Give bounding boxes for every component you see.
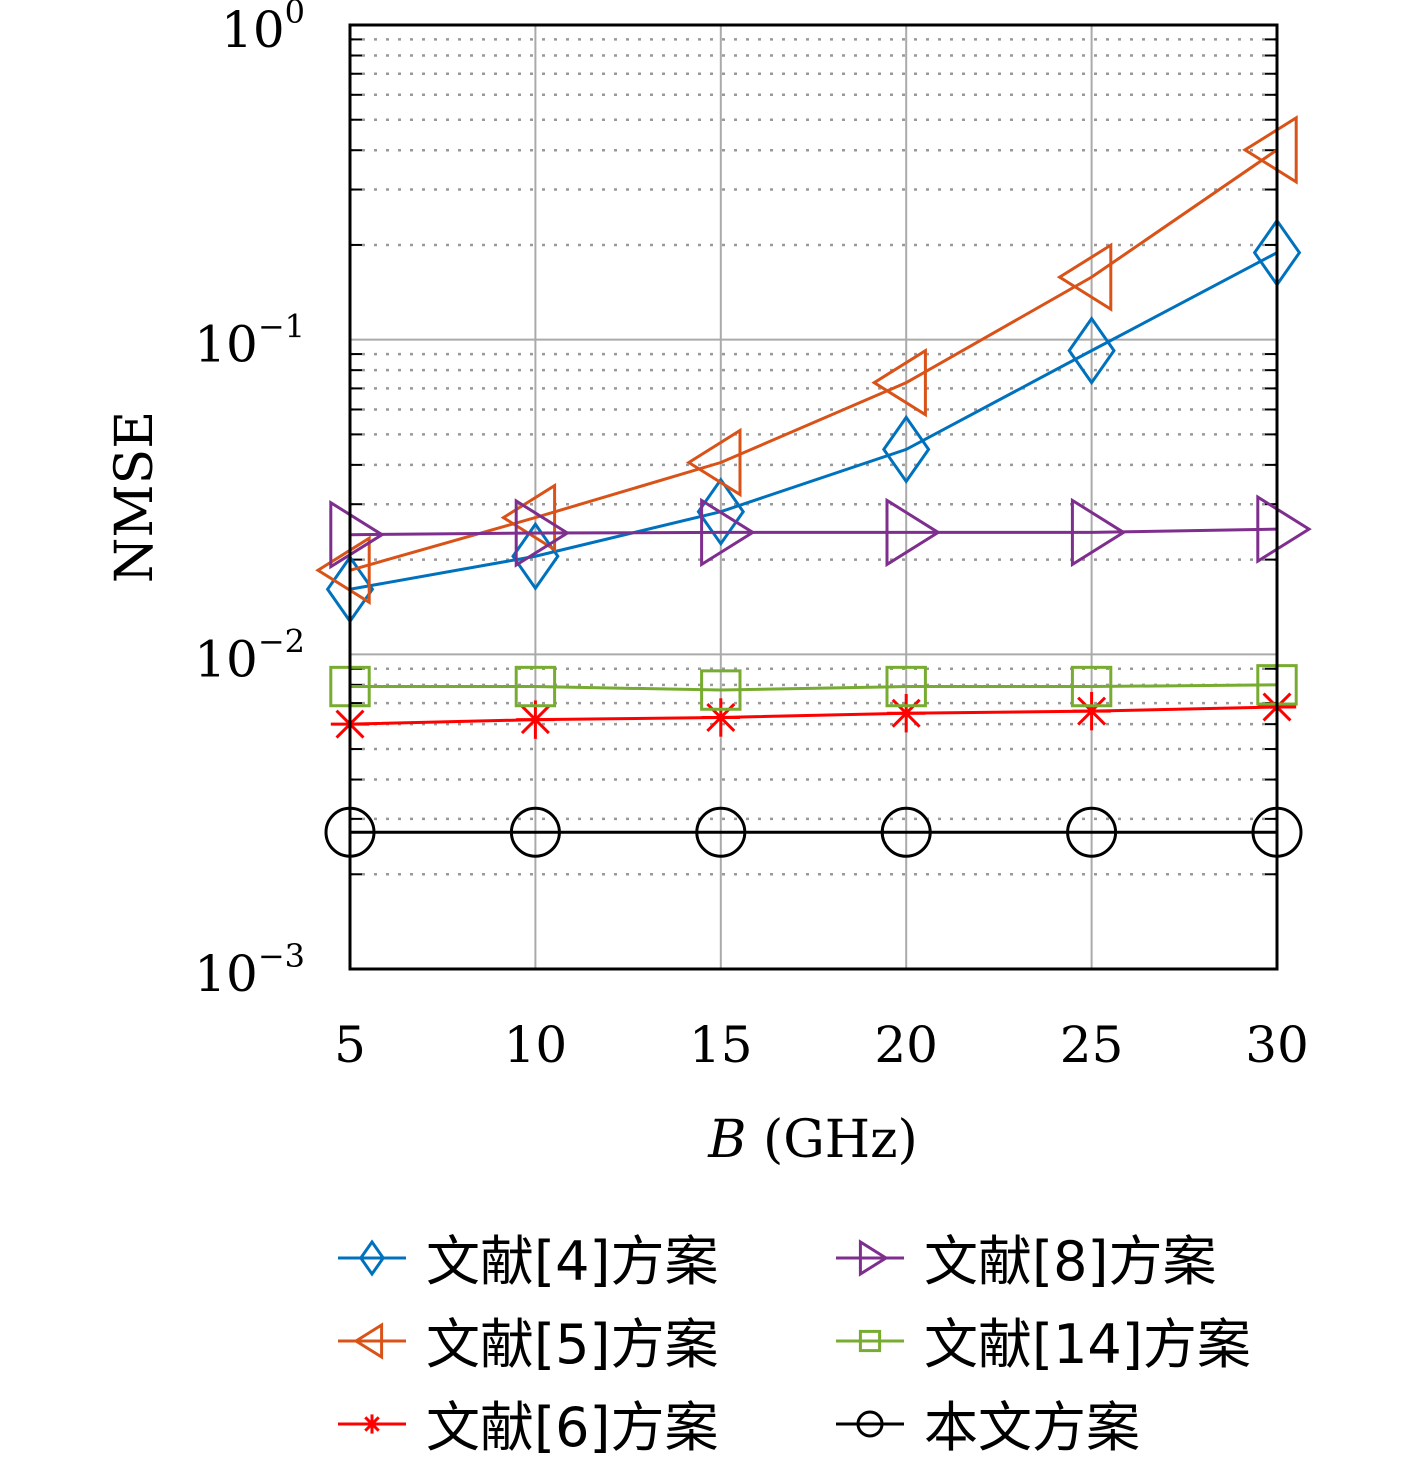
legend-label: 文献[8]方案 [924, 1230, 1217, 1293]
square-marker [885, 665, 927, 708]
triangle-right-marker [514, 498, 571, 568]
asterisk-marker [891, 698, 921, 728]
circle-marker [695, 806, 747, 858]
x-tick-label: 10 [504, 1016, 568, 1074]
tick-labels: 5 10 15 20 25 30 100 10−1 10−2 10−3 [194, 0, 1309, 1074]
y-axis-label: NMSE [105, 411, 165, 583]
series-triangle-right [329, 494, 1312, 570]
legend-item: 文献[8]方案 [836, 1230, 1217, 1293]
y-tick-label: 10−2 [194, 622, 305, 688]
y-tick-label: 100 [221, 0, 305, 59]
series-asterisk [330, 687, 1297, 744]
triangle-right-marker [858, 1239, 889, 1277]
x-tick-label: 5 [334, 1016, 366, 1074]
square-marker [1070, 665, 1113, 708]
series-line [349, 148, 1278, 572]
legend-label: 本文方案 [924, 1396, 1140, 1459]
triangle-right-marker [1256, 494, 1312, 564]
x-tick-label: 25 [1060, 1016, 1124, 1074]
series-circle [324, 806, 1303, 858]
diamond-marker [881, 414, 931, 485]
triangle-left-marker [871, 347, 927, 418]
x-axis-unit: (GHz) [763, 1110, 918, 1170]
series-triangle-left [315, 115, 1298, 605]
series-line [349, 251, 1278, 591]
legend-item: 文献[5]方案 [338, 1313, 719, 1376]
legend-item: 文献[4]方案 [338, 1230, 719, 1293]
y-tick-label: 10−1 [194, 308, 305, 374]
legend-label: 文献[14]方案 [924, 1313, 1251, 1376]
asterisk-marker [364, 1416, 380, 1432]
x-tick-label: 15 [689, 1016, 753, 1074]
x-tick-label: 30 [1245, 1016, 1309, 1074]
square-marker [514, 665, 557, 708]
legend-item: 文献[6]方案 [338, 1396, 719, 1459]
square-marker [858, 1329, 882, 1353]
legend-item: 文献[14]方案 [836, 1313, 1251, 1376]
diamond-marker [696, 477, 746, 547]
triangle-right-marker [700, 497, 756, 568]
x-axis-label: B (GHz) [707, 1110, 918, 1170]
triangle-right-marker [885, 497, 942, 568]
plot-frame [348, 23, 1279, 971]
circle-marker [509, 806, 561, 858]
series-line [349, 705, 1278, 726]
x-axis-var: B [707, 1110, 746, 1170]
legend-item: 本文方案 [836, 1396, 1140, 1459]
triangle-left-marker [353, 1322, 384, 1360]
grid [349, 24, 1278, 970]
series-group [315, 115, 1312, 858]
circle-marker [856, 1410, 884, 1438]
legend-label: 文献[5]方案 [426, 1313, 719, 1376]
triangle-left-marker [315, 535, 371, 605]
diamond-marker [358, 1239, 386, 1277]
triangle-right-marker [329, 499, 385, 570]
triangle-left-marker [685, 427, 742, 498]
triangle-left-marker [1242, 115, 1298, 185]
diamond-marker [1067, 316, 1116, 386]
triangle-right-marker [1070, 497, 1127, 568]
asterisk-marker [1077, 696, 1107, 726]
circle-marker [1066, 806, 1118, 858]
circle-marker [880, 806, 932, 858]
x-tick-label: 20 [874, 1016, 938, 1074]
series-line [350, 683, 1278, 692]
asterisk-marker [520, 705, 550, 735]
legend-label: 文献[6]方案 [426, 1396, 719, 1459]
triangle-left-marker [1056, 242, 1113, 312]
series-square [329, 664, 1298, 711]
square-marker [700, 669, 742, 711]
legend-label: 文献[4]方案 [426, 1230, 719, 1293]
y-tick-label: 10−3 [194, 937, 305, 1003]
